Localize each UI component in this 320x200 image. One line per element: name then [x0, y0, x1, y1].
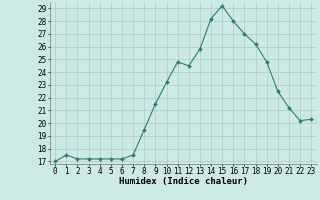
X-axis label: Humidex (Indice chaleur): Humidex (Indice chaleur)	[119, 177, 248, 186]
